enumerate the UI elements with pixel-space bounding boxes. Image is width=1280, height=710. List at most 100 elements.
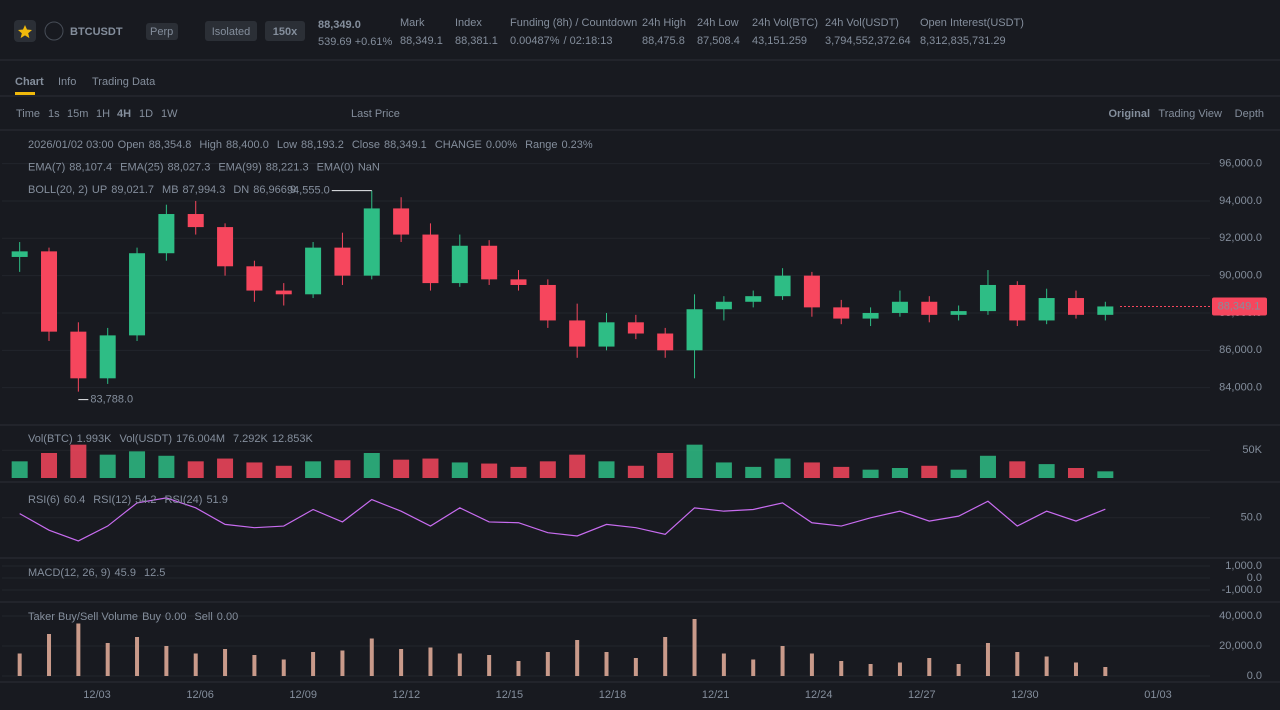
candle-body: [393, 208, 410, 235]
interval[interactable]: 4H: [117, 108, 131, 120]
volume-bar: [657, 453, 674, 478]
contract-badge: Perp: [150, 26, 173, 38]
y-tick-label: 50.0: [1241, 512, 1262, 524]
tab[interactable]: Chart: [15, 76, 44, 88]
taker-bar: [105, 642, 110, 676]
candle-body: [598, 322, 615, 347]
volume-bar: [217, 458, 234, 478]
x-tick-label: 12/27: [908, 689, 936, 701]
candle-body: [979, 284, 996, 312]
interval[interactable]: 15m: [67, 108, 88, 120]
legend-value: 1.993K: [77, 433, 113, 445]
legend-label: EMA(25): [120, 161, 163, 173]
tab[interactable]: Info: [58, 76, 76, 88]
volume-bar: [99, 454, 116, 478]
y-tick-label: 90,000.0: [1219, 270, 1262, 282]
legend-label: Open: [118, 139, 145, 151]
volume-bar: [686, 444, 703, 478]
taker-bar: [1073, 662, 1078, 676]
interval[interactable]: 1H: [96, 108, 110, 120]
taker-bar: [897, 662, 902, 676]
taker-bar: [193, 653, 198, 676]
margin-mode[interactable]: Isolated: [212, 26, 251, 38]
taker-bar: [663, 636, 668, 676]
candle-body: [921, 301, 938, 315]
taker-bar: [311, 651, 316, 676]
taker-bar: [281, 659, 286, 676]
price-type[interactable]: Last Price: [351, 108, 400, 120]
y-tick-label: 0.0: [1247, 572, 1262, 584]
volume-bar: [539, 461, 556, 478]
candle-body: [569, 320, 586, 347]
taker-bar: [692, 618, 697, 676]
legend-label: Sell: [194, 611, 212, 623]
candle-body: [451, 245, 468, 284]
candle-body: [1067, 298, 1084, 315]
candle-body: [99, 335, 116, 379]
candle-body: [11, 251, 28, 257]
stat-label: Open Interest(USDT): [920, 17, 1024, 29]
taker-bar: [516, 660, 521, 676]
leverage-button[interactable]: [265, 21, 305, 41]
volume-bar: [70, 444, 87, 478]
taker-bar: [1044, 656, 1049, 676]
margin-button[interactable]: [205, 21, 257, 41]
volume-bar: [158, 455, 175, 478]
taker-bar: [457, 653, 462, 676]
interval[interactable]: 1s: [48, 108, 60, 120]
legend-label: 2026/01/02 03:00: [28, 139, 114, 151]
legend-label: MACD(12, 26, 9): [28, 567, 111, 579]
interval[interactable]: 1D: [139, 108, 153, 120]
volume-bar: [187, 461, 204, 478]
candle-body: [305, 247, 322, 295]
legend-label: Taker Buy/Sell Volume: [28, 611, 138, 623]
taker-bar: [809, 653, 814, 676]
volume-bar: [305, 461, 322, 478]
x-tick-label: 01/03: [1144, 689, 1172, 701]
candle-body: [41, 251, 58, 332]
interval[interactable]: 1W: [161, 108, 178, 120]
legend-value: 86,966.9: [253, 184, 296, 196]
candle-body: [686, 309, 703, 351]
taker-bar: [545, 651, 550, 676]
taker-bar: [399, 648, 404, 676]
y-tick-label: 92,000.0: [1219, 232, 1262, 244]
stat-value: 88,381.1: [455, 35, 498, 47]
x-tick-label: 12/30: [1011, 689, 1039, 701]
stat-label: Mark: [400, 17, 425, 29]
volume-bar: [129, 451, 146, 478]
taker-bar: [428, 647, 433, 676]
stat-value: 87,508.4: [697, 35, 740, 47]
tab[interactable]: Trading Data: [92, 76, 156, 88]
legend-label: DN: [233, 184, 249, 196]
candle-body: [1097, 306, 1114, 315]
legend-value: 60.4: [64, 494, 85, 506]
y-tick-label: 50K: [1242, 444, 1262, 456]
stat-value: 0.00487%: [510, 35, 560, 47]
view-option[interactable]: Trading View: [1158, 108, 1222, 120]
leverage[interactable]: 150x: [273, 26, 298, 38]
taker-bar: [604, 651, 609, 676]
legend-value: 87,994.3: [183, 184, 226, 196]
view-option[interactable]: Original: [1108, 108, 1150, 120]
volume-bar: [481, 463, 498, 478]
legend-value: 176.004M: [176, 433, 225, 445]
legend-label: EMA(7): [28, 161, 65, 173]
candle-body: [187, 214, 204, 228]
perp-badge[interactable]: [146, 23, 178, 40]
legend-label: 12.853K: [272, 433, 314, 445]
view-option[interactable]: Depth: [1235, 108, 1264, 120]
volume-bar: [451, 462, 468, 478]
stat-value: 88,349.1: [400, 35, 443, 47]
taker-bar: [780, 645, 785, 676]
legend-value: 54.2: [135, 494, 156, 506]
legend-value: 45.9: [115, 567, 136, 579]
candle-body: [510, 279, 527, 285]
candle-body: [481, 245, 498, 280]
volume-bar: [363, 453, 380, 478]
tab-indicator: [15, 92, 35, 95]
candle-body: [70, 331, 87, 379]
taker-bar: [223, 648, 228, 676]
taker-bar: [633, 657, 638, 676]
